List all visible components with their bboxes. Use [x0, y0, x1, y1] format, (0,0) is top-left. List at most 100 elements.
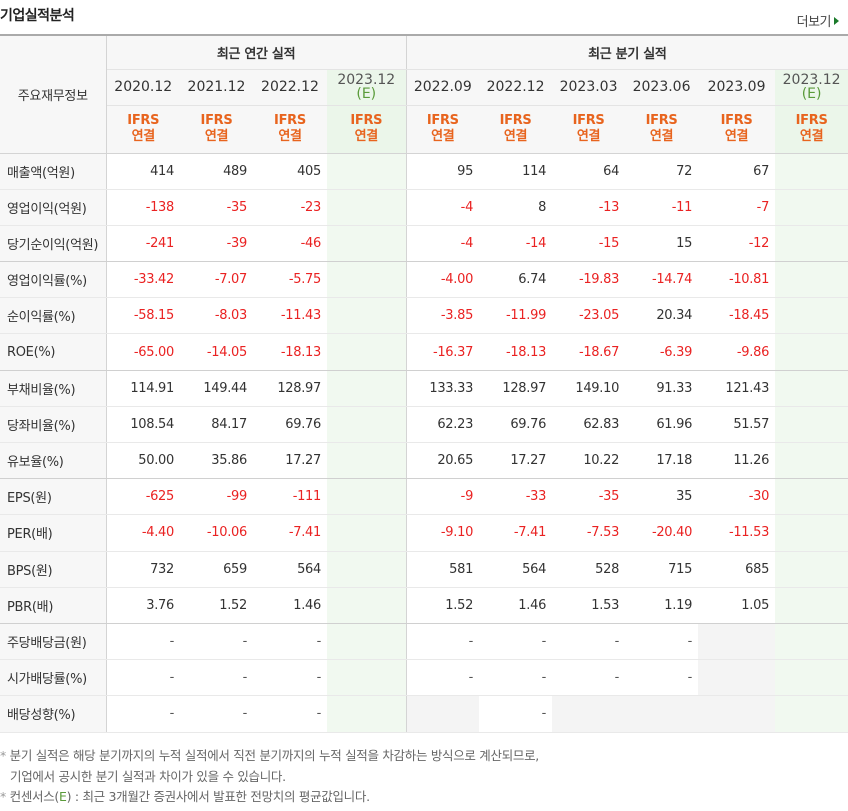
consolidated-label: 연결: [131, 129, 156, 144]
row-label: 순이익률(%): [0, 297, 107, 335]
table-cell: -: [552, 623, 626, 661]
ifrs-header: IFRS 연결: [253, 105, 327, 154]
table-cell: [327, 659, 407, 697]
table-cell: -7.53: [552, 514, 626, 552]
consolidated-label: 연결: [204, 129, 229, 144]
ifrs-header: IFRS 연결: [106, 105, 180, 154]
period-header: 2020.12: [106, 69, 180, 106]
period-header: 2023.12 (E): [775, 69, 848, 106]
ifrs-header: IFRS 연결: [775, 105, 848, 154]
table-cell: 1.19: [625, 587, 699, 624]
period-label: 2022.09: [413, 79, 472, 95]
period-header: 2023.03: [552, 69, 626, 106]
table-cell: [327, 406, 407, 444]
table-row: 영업이익(억원) -138 -35 -23 -4 8 -13 -11 -7: [0, 189, 848, 226]
period-header: 2022.12: [253, 69, 327, 106]
ifrs-label: IFRS: [645, 113, 678, 128]
table-cell: -14.05: [180, 333, 253, 371]
more-link[interactable]: 더보기: [797, 11, 839, 30]
table-cell: -9.10: [406, 514, 480, 552]
table-row: 당기순이익(억원) -241 -39 -46 -4 -14 -15 15 -12: [0, 225, 848, 263]
table-cell: -99: [180, 478, 253, 516]
table-cell: 581: [406, 551, 480, 588]
quarterly-group-header: 최근 분기 실적: [406, 34, 848, 70]
table-cell: -11.43: [253, 297, 327, 335]
ifrs-row: IFRS 연결 IFRS 연결 IFRS 연결 IFRS 연결 IFRS 연결 IFRS 연결 IFRS…: [0, 105, 848, 154]
table-cell: -18.13: [479, 333, 553, 371]
table-header: 주요재무정보 최근 연간 실적 최근 분기 실적 2020.12 2021.12 2…: [0, 34, 848, 154]
footnote-3-prefix: 컨센서스(: [9, 789, 60, 804]
table-cell: -19.83: [552, 261, 626, 299]
estimate-mark: (E): [356, 86, 377, 102]
table-cell: [327, 623, 407, 661]
table-cell: -241: [106, 225, 180, 263]
table-cell: [775, 261, 848, 299]
ifrs-label: IFRS: [127, 113, 160, 128]
consolidated-label: 연결: [649, 129, 674, 144]
table-cell: [327, 189, 407, 226]
table-cell: 128.97: [479, 370, 553, 407]
table-row: 주당배당금(원) - - - - - - -: [0, 623, 848, 661]
period-header: 2023.06: [625, 69, 699, 106]
table-cell: -7.41: [253, 514, 327, 552]
table-cell: -: [479, 623, 553, 661]
table-cell: 1.46: [479, 587, 553, 624]
period-label: 2021.12: [187, 79, 246, 95]
row-label: ROE(%): [0, 333, 107, 371]
table-cell: -18.45: [698, 297, 776, 335]
table-cell: [625, 695, 699, 733]
table-cell: -14: [479, 225, 553, 263]
table-cell: -23: [253, 189, 327, 226]
table-cell: -: [106, 623, 180, 661]
estimate-mark: E: [59, 789, 67, 804]
table-cell: -9: [406, 478, 480, 516]
row-label: PER(배): [0, 514, 107, 552]
table-cell: 17.27: [253, 442, 327, 480]
table-body: 매출액(억원) 414 489 405 95 114 64 72 67 영업이익(억원) -138-…: [0, 153, 848, 733]
period-label: 2023.03: [559, 79, 618, 95]
table-row: 시가배당률(%) - - - - - - -: [0, 659, 848, 697]
table-cell: 62.83: [552, 406, 626, 444]
table-cell: 61.96: [625, 406, 699, 444]
ifrs-header: IFRS 연결: [406, 105, 480, 154]
table-cell: 121.43: [698, 370, 776, 407]
table-cell: -10.81: [698, 261, 776, 299]
table-cell: -: [180, 623, 253, 661]
arrow-right-icon: [834, 17, 839, 25]
ifrs-label: IFRS: [350, 113, 383, 128]
table-cell: 6.74: [479, 261, 553, 299]
table-cell: 67: [698, 153, 776, 190]
table-row: EPS(원) -625 -99 -111 -9 -33 -35 35 -30: [0, 478, 848, 516]
table-cell: 1.53: [552, 587, 626, 624]
ifrs-label: IFRS: [720, 113, 753, 128]
table-cell: 15: [625, 225, 699, 263]
table-cell: [327, 261, 407, 299]
table-cell: 1.52: [180, 587, 253, 624]
table-cell: 50.00: [106, 442, 180, 480]
row-label: 매출액(억원): [0, 153, 107, 190]
table-cell: 659: [180, 551, 253, 588]
footnote-3: * 컨센서스(E) : 최근 3개월간 증권사에서 발표한 전망치의 평균값입니…: [0, 786, 370, 805]
table-cell: 564: [479, 551, 553, 588]
table-cell: [327, 695, 407, 733]
table-cell: -: [180, 659, 253, 697]
period-label: 2023.12: [782, 72, 841, 88]
footnote-2-text: 기업에서 공시한 분기 실적과 차이가 있을 수 있습니다.: [10, 769, 286, 784]
table-cell: -4.00: [406, 261, 480, 299]
table-cell: 64: [552, 153, 626, 190]
table-cell: [327, 587, 407, 624]
table-cell: -10.06: [180, 514, 253, 552]
table-row: 배당성향(%) - - - -: [0, 695, 848, 733]
table-cell: 732: [106, 551, 180, 588]
table-cell: [327, 153, 407, 190]
consolidated-label: 연결: [278, 129, 302, 144]
table-cell: 10.22: [552, 442, 626, 480]
table-cell: -5.75: [253, 261, 327, 299]
table-cell: 35.86: [180, 442, 253, 480]
table-cell: -6.39: [625, 333, 699, 371]
table-row: ROE(%) -65.00 -14.05 -18.13 -16.37 -18.13 -18.…: [0, 333, 848, 371]
period-header: 2023.09: [698, 69, 776, 106]
period-header: 2022.12: [479, 69, 553, 106]
table-cell: -13: [552, 189, 626, 226]
table-cell: -65.00: [106, 333, 180, 371]
